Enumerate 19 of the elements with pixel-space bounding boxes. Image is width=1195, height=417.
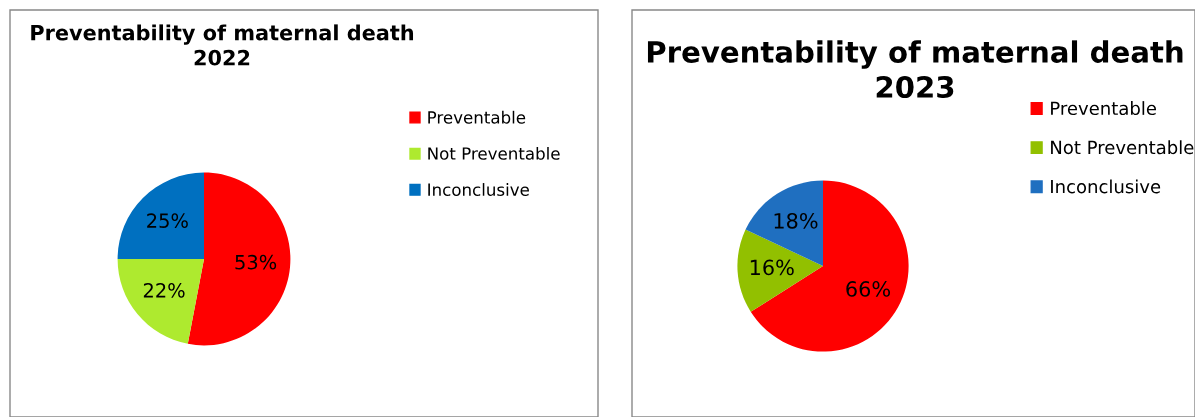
chart-title: Preventability of maternal death 2022 (31, 24, 414, 66)
pie-slice (750, 180, 909, 352)
data-label: 66% (846, 281, 891, 297)
legend-label: Inconclusive (428, 183, 529, 196)
chart-title: Preventability of maternal death 2023 (647, 40, 1183, 99)
legend-label: Preventable (1051, 101, 1157, 116)
legend-label: Inconclusive (1051, 179, 1161, 194)
data-label: 16% (750, 259, 794, 276)
data-label: 53% (235, 254, 277, 270)
data-label: 22% (143, 282, 185, 298)
data-label: 25% (147, 213, 188, 228)
data-label: 18% (774, 212, 818, 229)
legend-label: Not Preventable (428, 146, 560, 160)
pie-slice (117, 259, 204, 344)
legend-label: Preventable (428, 110, 526, 124)
legend-label: Not Preventable (1051, 140, 1194, 155)
pie-slice (737, 229, 823, 312)
pie-slice (117, 172, 204, 259)
pie-slice (187, 172, 291, 346)
